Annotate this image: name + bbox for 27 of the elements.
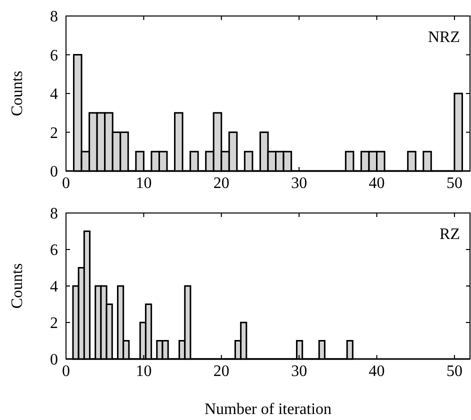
y-tick-label: 2 xyxy=(50,124,58,142)
y-tick-label: 8 xyxy=(50,206,58,223)
y-tick-label: 0 xyxy=(50,352,58,369)
y-axis-title: Counts xyxy=(9,70,26,116)
y-tick-label: 8 xyxy=(50,8,58,26)
text: NRZ xyxy=(428,29,460,46)
x-tick-label: 20 xyxy=(213,363,230,380)
y-tick-label: 4 xyxy=(50,86,58,104)
y-tick-label: 6 xyxy=(50,47,58,64)
x-tick-label: 0 xyxy=(62,175,70,192)
x-tick-label: 40 xyxy=(368,175,385,192)
y-tick-label: 4 xyxy=(50,278,58,296)
x-tick-label: 30 xyxy=(291,363,308,380)
x-tick-label: 40 xyxy=(368,363,385,380)
x-tick-label: 10 xyxy=(136,175,152,192)
x-tick-label: 0 xyxy=(62,363,70,380)
y-tick-label: 6 xyxy=(50,242,58,260)
x-tick-label: 30 xyxy=(291,175,308,192)
y-tick-label: 2 xyxy=(50,315,58,332)
x-tick-label: 50 xyxy=(446,175,462,192)
text: RZ xyxy=(440,226,460,243)
x-tick-label: 10 xyxy=(136,363,152,380)
y-tick-label: 0 xyxy=(50,164,58,181)
x-tick-label: 20 xyxy=(213,175,230,192)
x-axis-title: Number of iteration xyxy=(204,401,332,418)
x-tick-label: 50 xyxy=(446,363,462,380)
y-axis-title: Counts xyxy=(9,263,26,309)
